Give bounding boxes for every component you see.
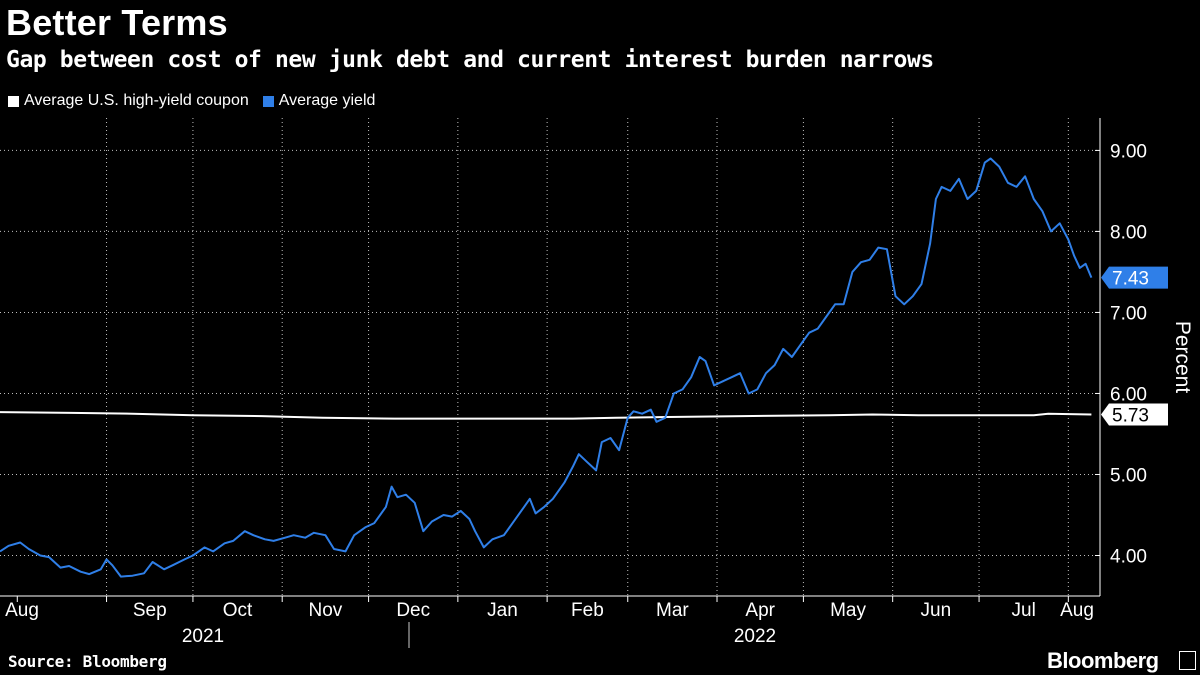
- value-tag-shape: [1101, 403, 1168, 426]
- x-month-label: Mar: [656, 600, 689, 621]
- legend: Average U.S. high-yield coupon Average y…: [8, 92, 375, 110]
- y-tick-label: 5.00: [1110, 465, 1147, 486]
- x-year-label: 2022: [734, 626, 776, 647]
- x-month-label: Jul: [1012, 600, 1036, 621]
- series-line-yield: [0, 157, 1093, 578]
- chart-title: Better Terms: [6, 2, 228, 43]
- y-axis-title: Percent: [1171, 321, 1194, 394]
- series-group: [0, 157, 1093, 578]
- x-month-label: Dec: [396, 600, 430, 621]
- source-note: Source: Bloomberg: [8, 652, 167, 671]
- y-tick-label: 8.00: [1110, 222, 1147, 243]
- legend-label-yield: Average yield: [278, 92, 376, 109]
- y-tick-label: 7.00: [1110, 303, 1147, 324]
- value-tag-label: 5.73: [1112, 406, 1149, 427]
- y-tick-label: 9.00: [1110, 141, 1147, 162]
- bloomberg-logo: Bloomberg: [1047, 648, 1159, 673]
- value-tags: 5.73 7.43: [1101, 266, 1168, 427]
- x-month-label: May: [830, 600, 866, 621]
- x-month-label: Feb: [571, 600, 604, 621]
- value-tag-coupon: 5.73: [1101, 403, 1168, 427]
- x-month-label: Sep: [133, 600, 167, 621]
- legend-label-coupon: Average U.S. high-yield coupon: [24, 92, 249, 109]
- x-month-label: Jun: [921, 600, 952, 621]
- legend-item-coupon: Average U.S. high-yield coupon: [8, 92, 249, 110]
- x-year-label: 2021: [182, 626, 224, 647]
- value-tag-shape: [1101, 266, 1168, 289]
- x-month-label: Jan: [487, 600, 518, 621]
- legend-swatch-yield: [262, 95, 274, 107]
- x-month-label: Nov: [308, 600, 342, 621]
- y-tick-label: 6.00: [1110, 384, 1147, 405]
- y-tick-label: 4.00: [1110, 546, 1147, 567]
- value-tag-yield: 7.43: [1101, 266, 1168, 290]
- bloomberg-mark-icon: [1179, 651, 1196, 670]
- legend-swatch-coupon: [8, 95, 19, 107]
- axes: 4.00 5.00 6.00 7.00 8.00 9.00 Percent Aug Sep Oct…: [0, 118, 1194, 648]
- value-tag-label: 7.43: [1112, 269, 1149, 290]
- grid: [0, 118, 1100, 596]
- chart-subtitle: Gap between cost of new junk debt and cu…: [6, 47, 934, 73]
- x-month-label: Aug: [1060, 600, 1094, 621]
- x-month-label: Aug: [5, 600, 39, 621]
- x-month-label: Oct: [223, 600, 253, 621]
- series-line-coupon: [0, 411, 1092, 420]
- x-month-label: Apr: [745, 600, 775, 621]
- legend-item-yield: Average yield: [262, 92, 376, 110]
